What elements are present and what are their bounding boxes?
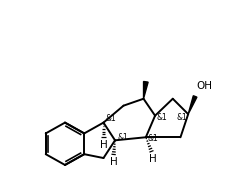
Text: &1: &1 <box>156 113 167 122</box>
Polygon shape <box>188 96 197 114</box>
Text: H: H <box>100 139 108 150</box>
Text: OH: OH <box>197 81 213 91</box>
Text: &1: &1 <box>148 134 158 143</box>
Text: &1: &1 <box>117 133 128 142</box>
Text: &1: &1 <box>177 113 188 122</box>
Text: &1: &1 <box>105 114 116 123</box>
Polygon shape <box>144 81 148 99</box>
Text: H: H <box>110 157 118 167</box>
Text: H: H <box>149 154 157 164</box>
